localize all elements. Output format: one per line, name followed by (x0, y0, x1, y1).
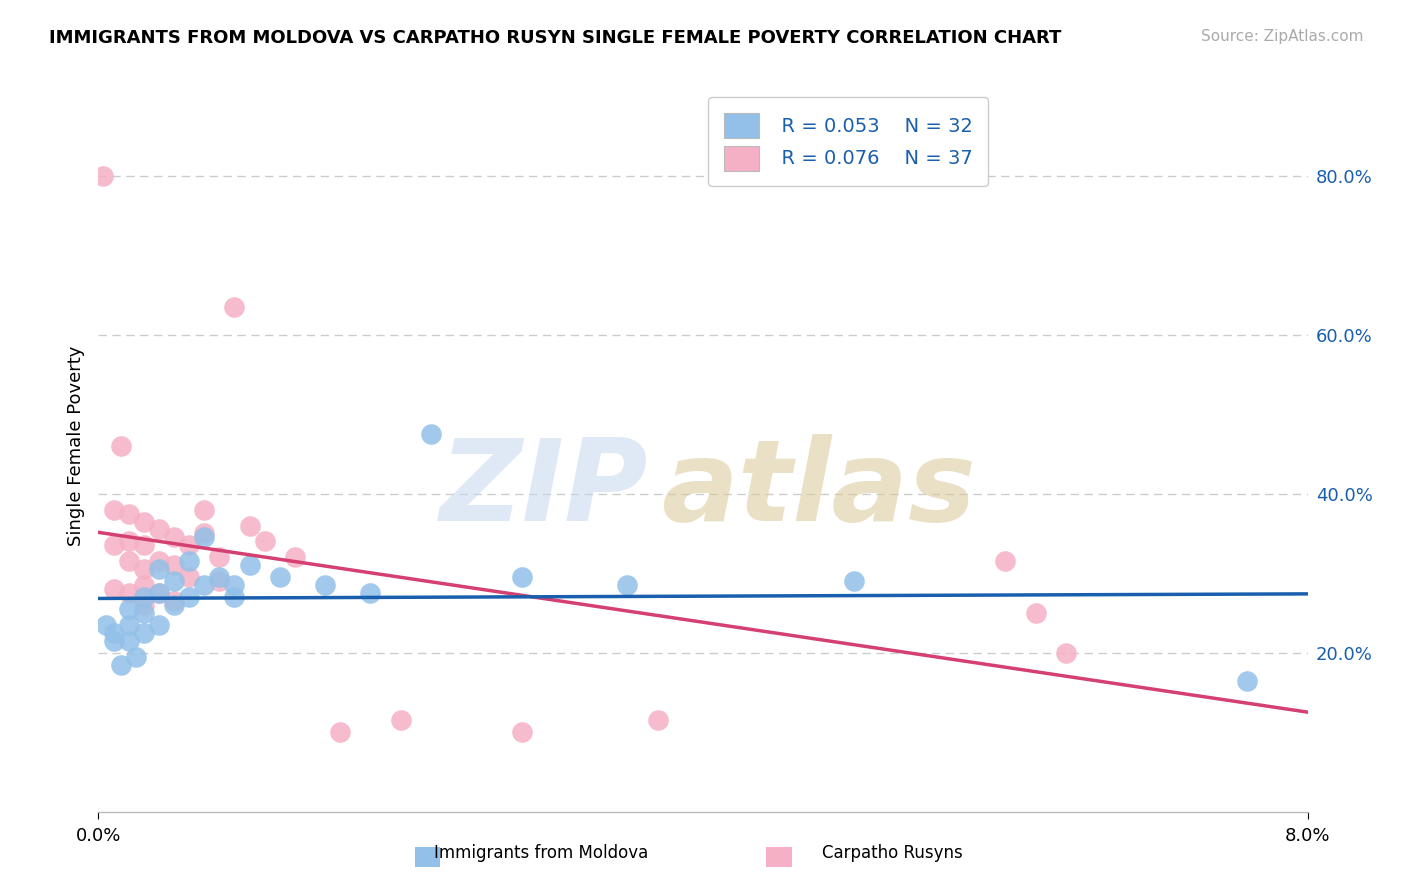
Point (179, 570, 201, 584)
Point (193, 530, 215, 544)
Point (118, 534, 141, 549)
Point (148, 586, 170, 600)
Point (132, 625, 155, 640)
Point (118, 602, 141, 616)
Point (103, 502, 125, 516)
Point (1025, 606, 1047, 620)
Point (118, 586, 141, 600)
Point (510, 570, 533, 584)
Point (329, 725, 352, 739)
Point (132, 598, 155, 612)
Point (103, 582, 125, 596)
Point (148, 618, 170, 632)
Text: Carpatho Rusyns: Carpatho Rusyns (823, 844, 963, 862)
Point (118, 633, 141, 648)
Point (360, 586, 382, 600)
Point (110, 439, 132, 453)
Text: IMMIGRANTS FROM MOLDOVA VS CARPATHO RUSYN SINGLE FEMALE POVERTY CORRELATION CHAR: IMMIGRANTS FROM MOLDOVA VS CARPATHO RUSY… (49, 29, 1062, 47)
Point (118, 507, 141, 521)
Point (103, 538, 125, 552)
Point (163, 530, 186, 544)
Point (1236, 673, 1258, 688)
Point (616, 578, 638, 592)
Point (148, 586, 170, 600)
Point (132, 590, 155, 604)
Point (94, 618, 117, 632)
Point (118, 618, 141, 632)
Point (389, 714, 412, 728)
Point (510, 725, 533, 739)
Point (994, 554, 1017, 568)
Point (208, 574, 231, 589)
Point (224, 300, 246, 314)
Point (163, 558, 186, 573)
Point (163, 594, 186, 608)
Point (132, 515, 155, 529)
Point (224, 578, 246, 592)
Point (132, 606, 155, 620)
Point (314, 578, 336, 592)
Point (110, 657, 132, 672)
Y-axis label: Single Female Poverty: Single Female Poverty (66, 346, 84, 546)
Text: atlas: atlas (661, 434, 976, 545)
Point (224, 590, 246, 604)
Point (103, 633, 125, 648)
Text: ZIP: ZIP (440, 434, 648, 545)
Point (269, 570, 291, 584)
Point (239, 558, 262, 573)
Point (193, 578, 215, 592)
Point (193, 526, 215, 541)
Point (148, 562, 170, 576)
Point (132, 538, 155, 552)
Point (179, 590, 201, 604)
Point (239, 518, 262, 533)
Point (148, 554, 170, 568)
Point (179, 538, 201, 552)
Point (118, 554, 141, 568)
Point (208, 550, 231, 565)
Point (253, 534, 276, 549)
Point (148, 523, 170, 537)
Text: Source: ZipAtlas.com: Source: ZipAtlas.com (1201, 29, 1364, 45)
Legend:   R = 0.053    N = 32,   R = 0.076    N = 37: R = 0.053 N = 32, R = 0.076 N = 37 (709, 97, 988, 186)
Point (163, 598, 186, 612)
Point (284, 550, 307, 565)
Point (420, 427, 443, 442)
Point (647, 714, 669, 728)
Point (91, 169, 114, 183)
Point (1054, 646, 1077, 660)
Point (208, 570, 231, 584)
Point (163, 574, 186, 589)
Point (103, 625, 125, 640)
Point (125, 649, 148, 664)
Point (844, 574, 866, 589)
Point (179, 554, 201, 568)
Point (132, 562, 155, 576)
Point (193, 502, 215, 516)
Text: Immigrants from Moldova: Immigrants from Moldova (434, 844, 648, 862)
Point (132, 578, 155, 592)
